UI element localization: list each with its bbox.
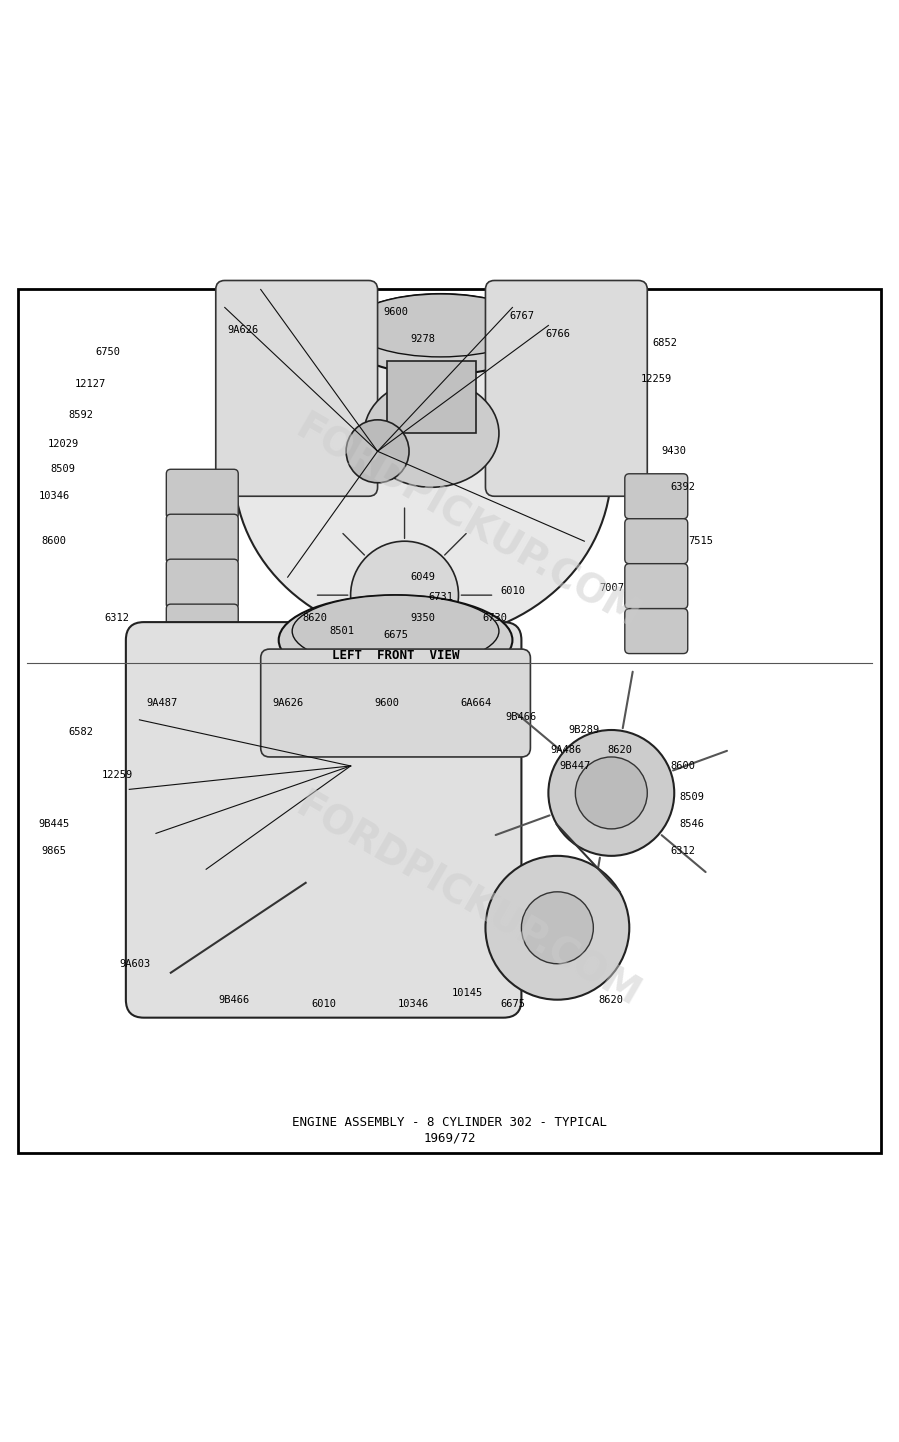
FancyBboxPatch shape bbox=[625, 564, 688, 609]
Text: FORDPICKUP.COM: FORDPICKUP.COM bbox=[289, 410, 646, 637]
Text: 9600: 9600 bbox=[383, 307, 408, 317]
FancyArrowPatch shape bbox=[517, 714, 561, 751]
Text: 12259: 12259 bbox=[102, 770, 132, 780]
Text: 8509: 8509 bbox=[680, 793, 705, 802]
Text: 12127: 12127 bbox=[75, 379, 105, 389]
Text: 6312: 6312 bbox=[671, 846, 696, 857]
FancyBboxPatch shape bbox=[485, 281, 647, 496]
Text: 6852: 6852 bbox=[653, 339, 678, 349]
Text: 6675: 6675 bbox=[500, 999, 525, 1009]
FancyBboxPatch shape bbox=[126, 622, 521, 1018]
FancyArrowPatch shape bbox=[495, 815, 549, 835]
Text: 8620: 8620 bbox=[599, 995, 624, 1005]
Text: 6675: 6675 bbox=[383, 630, 408, 640]
Circle shape bbox=[521, 891, 593, 963]
Text: 6582: 6582 bbox=[68, 727, 93, 737]
FancyBboxPatch shape bbox=[166, 469, 238, 519]
FancyArrowPatch shape bbox=[623, 672, 633, 728]
FancyBboxPatch shape bbox=[216, 281, 378, 496]
FancyBboxPatch shape bbox=[625, 609, 688, 653]
Text: 10346: 10346 bbox=[398, 999, 429, 1009]
Text: 6392: 6392 bbox=[671, 482, 696, 492]
Text: LEFT  FRONT  VIEW: LEFT FRONT VIEW bbox=[332, 649, 459, 662]
FancyArrowPatch shape bbox=[343, 534, 364, 555]
Circle shape bbox=[548, 730, 674, 857]
Text: 9A487: 9A487 bbox=[147, 698, 177, 708]
Text: 9B445: 9B445 bbox=[39, 819, 69, 829]
FancyBboxPatch shape bbox=[625, 474, 688, 519]
Circle shape bbox=[485, 857, 629, 999]
Ellipse shape bbox=[342, 294, 539, 375]
Text: 8501: 8501 bbox=[329, 626, 354, 636]
FancyBboxPatch shape bbox=[166, 559, 238, 609]
Text: 8546: 8546 bbox=[680, 819, 705, 829]
Text: ENGINE ASSEMBLY - 8 CYLINDER 302 - TYPICAL
1969/72: ENGINE ASSEMBLY - 8 CYLINDER 302 - TYPIC… bbox=[292, 1116, 607, 1144]
Text: 9350: 9350 bbox=[410, 613, 435, 623]
Text: 9A626: 9A626 bbox=[272, 698, 303, 708]
Text: 9A486: 9A486 bbox=[551, 744, 582, 754]
Text: 9A626: 9A626 bbox=[227, 324, 258, 335]
Ellipse shape bbox=[364, 379, 499, 487]
Text: 9430: 9430 bbox=[662, 447, 687, 456]
FancyArrowPatch shape bbox=[445, 636, 467, 656]
Text: 8509: 8509 bbox=[50, 464, 76, 474]
Text: 6750: 6750 bbox=[95, 348, 120, 358]
FancyBboxPatch shape bbox=[625, 519, 688, 564]
Text: 9B289: 9B289 bbox=[569, 725, 600, 735]
FancyArrowPatch shape bbox=[590, 858, 600, 914]
Text: 8600: 8600 bbox=[671, 761, 696, 771]
Text: 8620: 8620 bbox=[302, 613, 327, 623]
Ellipse shape bbox=[292, 596, 499, 668]
Text: 6312: 6312 bbox=[104, 613, 129, 623]
Text: 6731: 6731 bbox=[428, 591, 453, 601]
FancyBboxPatch shape bbox=[261, 649, 530, 757]
Text: 8620: 8620 bbox=[608, 744, 633, 754]
FancyBboxPatch shape bbox=[166, 515, 238, 564]
FancyArrowPatch shape bbox=[662, 835, 706, 872]
Text: 6767: 6767 bbox=[509, 311, 534, 322]
Text: 6A664: 6A664 bbox=[461, 698, 492, 708]
Bar bbox=[387, 362, 476, 433]
Text: 9278: 9278 bbox=[410, 335, 435, 345]
Text: 10346: 10346 bbox=[39, 492, 69, 502]
Text: 8592: 8592 bbox=[68, 411, 93, 420]
FancyArrowPatch shape bbox=[343, 636, 364, 656]
Circle shape bbox=[351, 541, 458, 649]
Text: FORDPICKUP.COM: FORDPICKUP.COM bbox=[289, 786, 646, 1015]
Text: 7007: 7007 bbox=[599, 583, 624, 593]
Text: 6730: 6730 bbox=[482, 613, 507, 623]
Ellipse shape bbox=[234, 298, 611, 640]
Text: 12029: 12029 bbox=[48, 440, 78, 448]
Text: 9B447: 9B447 bbox=[560, 761, 591, 771]
Ellipse shape bbox=[351, 294, 530, 358]
Circle shape bbox=[575, 757, 647, 829]
Text: 9600: 9600 bbox=[374, 698, 399, 708]
Text: 6010: 6010 bbox=[500, 585, 525, 596]
Text: 9B466: 9B466 bbox=[218, 995, 249, 1005]
Circle shape bbox=[346, 420, 409, 483]
Text: 8600: 8600 bbox=[41, 536, 67, 547]
FancyBboxPatch shape bbox=[166, 604, 238, 653]
Text: 7515: 7515 bbox=[689, 536, 714, 547]
Ellipse shape bbox=[279, 596, 512, 685]
Text: 12259: 12259 bbox=[641, 375, 672, 385]
FancyArrowPatch shape bbox=[445, 534, 467, 555]
Text: 9865: 9865 bbox=[41, 846, 67, 857]
Text: 6766: 6766 bbox=[545, 329, 570, 339]
FancyArrowPatch shape bbox=[673, 751, 727, 770]
Text: 10145: 10145 bbox=[452, 988, 483, 998]
Text: 9B466: 9B466 bbox=[506, 711, 537, 721]
Text: 6010: 6010 bbox=[311, 999, 336, 1009]
Text: 6049: 6049 bbox=[410, 572, 435, 583]
Text: 9A603: 9A603 bbox=[120, 959, 150, 969]
